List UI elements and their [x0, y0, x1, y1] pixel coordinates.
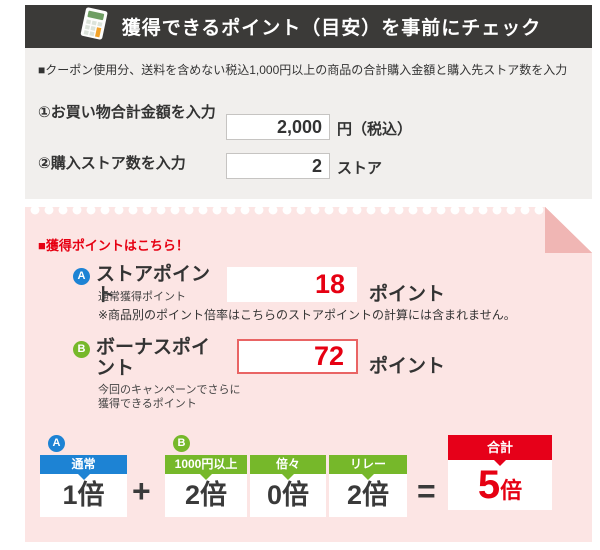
- bonus-point-value: 72: [237, 339, 358, 374]
- total-multiplier-box: 合計 5倍: [448, 435, 552, 510]
- amount-unit: 円（税込）: [337, 121, 413, 138]
- bonus-multiplier-value: 0倍: [266, 480, 310, 510]
- bonus-multiplier-box: 倍々 0倍: [250, 455, 326, 517]
- stores-input[interactable]: [226, 153, 330, 179]
- bonus-multiplier-value: 2倍: [346, 480, 390, 510]
- store-point-value: 18: [227, 267, 357, 302]
- bonus-multiplier-title: 倍々: [250, 455, 326, 480]
- total-multiplier-number: 5: [477, 463, 501, 507]
- bonus-point-label: ボーナスポイント: [96, 337, 211, 379]
- bonus-point-sublabel: 今回のキャンペーンでさらに獲得できるポイント: [98, 384, 241, 411]
- total-multiplier-group: 合計 5倍: [448, 435, 552, 510]
- input-section: ■クーポン使用分、送料を含めない税込1,000円以上の商品の合計購入金額と購入先…: [25, 48, 592, 199]
- result-heading: ■獲得ポイントはこちら！: [38, 238, 189, 253]
- plus-sign: +: [132, 473, 151, 509]
- store-point-unit: ポイント: [369, 284, 446, 305]
- stores-unit: ストア: [337, 160, 383, 177]
- store-point-label: ストアポイント: [96, 264, 211, 306]
- badge-a-icon: A: [73, 268, 90, 285]
- normal-multiplier-box: 通常 1倍: [40, 455, 127, 517]
- multiplier-breakdown: A 通常 1倍 + B 1000円以上 2倍 倍々 0倍: [25, 435, 592, 527]
- perforation-dots: [28, 206, 589, 216]
- total-multiplier-value: 5倍: [448, 460, 552, 510]
- total-multiplier-unit: 倍: [500, 478, 523, 503]
- bonus-multiplier-value: 2倍: [184, 480, 228, 510]
- header-bar: 獲得できるポイント（目安）を事前にチェック: [25, 5, 592, 48]
- bonus-multiplier-title: 1000円以上: [165, 455, 247, 480]
- normal-multiplier-group: A 通常 1倍: [40, 435, 127, 517]
- folded-corner: [545, 207, 592, 253]
- normal-multiplier-value: 1倍: [62, 480, 105, 510]
- total-multiplier-title: 合計: [448, 435, 552, 466]
- page-title: 獲得できるポイント（目安）を事前にチェック: [121, 18, 542, 39]
- intro-note: ■クーポン使用分、送料を含めない税込1,000円以上の商品の合計購入金額と購入先…: [38, 63, 568, 77]
- store-point-note: ※商品別のポイント倍率はこちらのストアポイントの計算には含まれません。: [98, 308, 516, 322]
- badge-b-icon: B: [173, 435, 190, 452]
- badge-a-icon: A: [48, 435, 65, 452]
- bonus-multiplier-group: B 1000円以上 2倍 倍々 0倍 リレー 2倍: [165, 435, 407, 517]
- store-point-sublabel: 通常獲得ポイント: [98, 291, 186, 303]
- bonus-point-unit: ポイント: [369, 356, 446, 377]
- result-coupon: ■獲得ポイントはこちら！ A ストアポイント 通常獲得ポイント 18 ポイント …: [25, 206, 592, 542]
- bonus-multiplier-title: リレー: [329, 455, 407, 480]
- amount-label: ①お買い物合計金額を入力: [38, 104, 216, 121]
- amount-input[interactable]: [226, 114, 330, 140]
- bonus-multiplier-box: 1000円以上 2倍: [165, 455, 247, 517]
- calculator-icon: [76, 7, 112, 46]
- badge-b-icon: B: [73, 341, 90, 358]
- stores-label: ②購入ストア数を入力: [38, 155, 186, 172]
- normal-multiplier-title: 通常: [40, 455, 127, 480]
- equals-sign: =: [417, 473, 436, 509]
- bonus-multiplier-box: リレー 2倍: [329, 455, 407, 517]
